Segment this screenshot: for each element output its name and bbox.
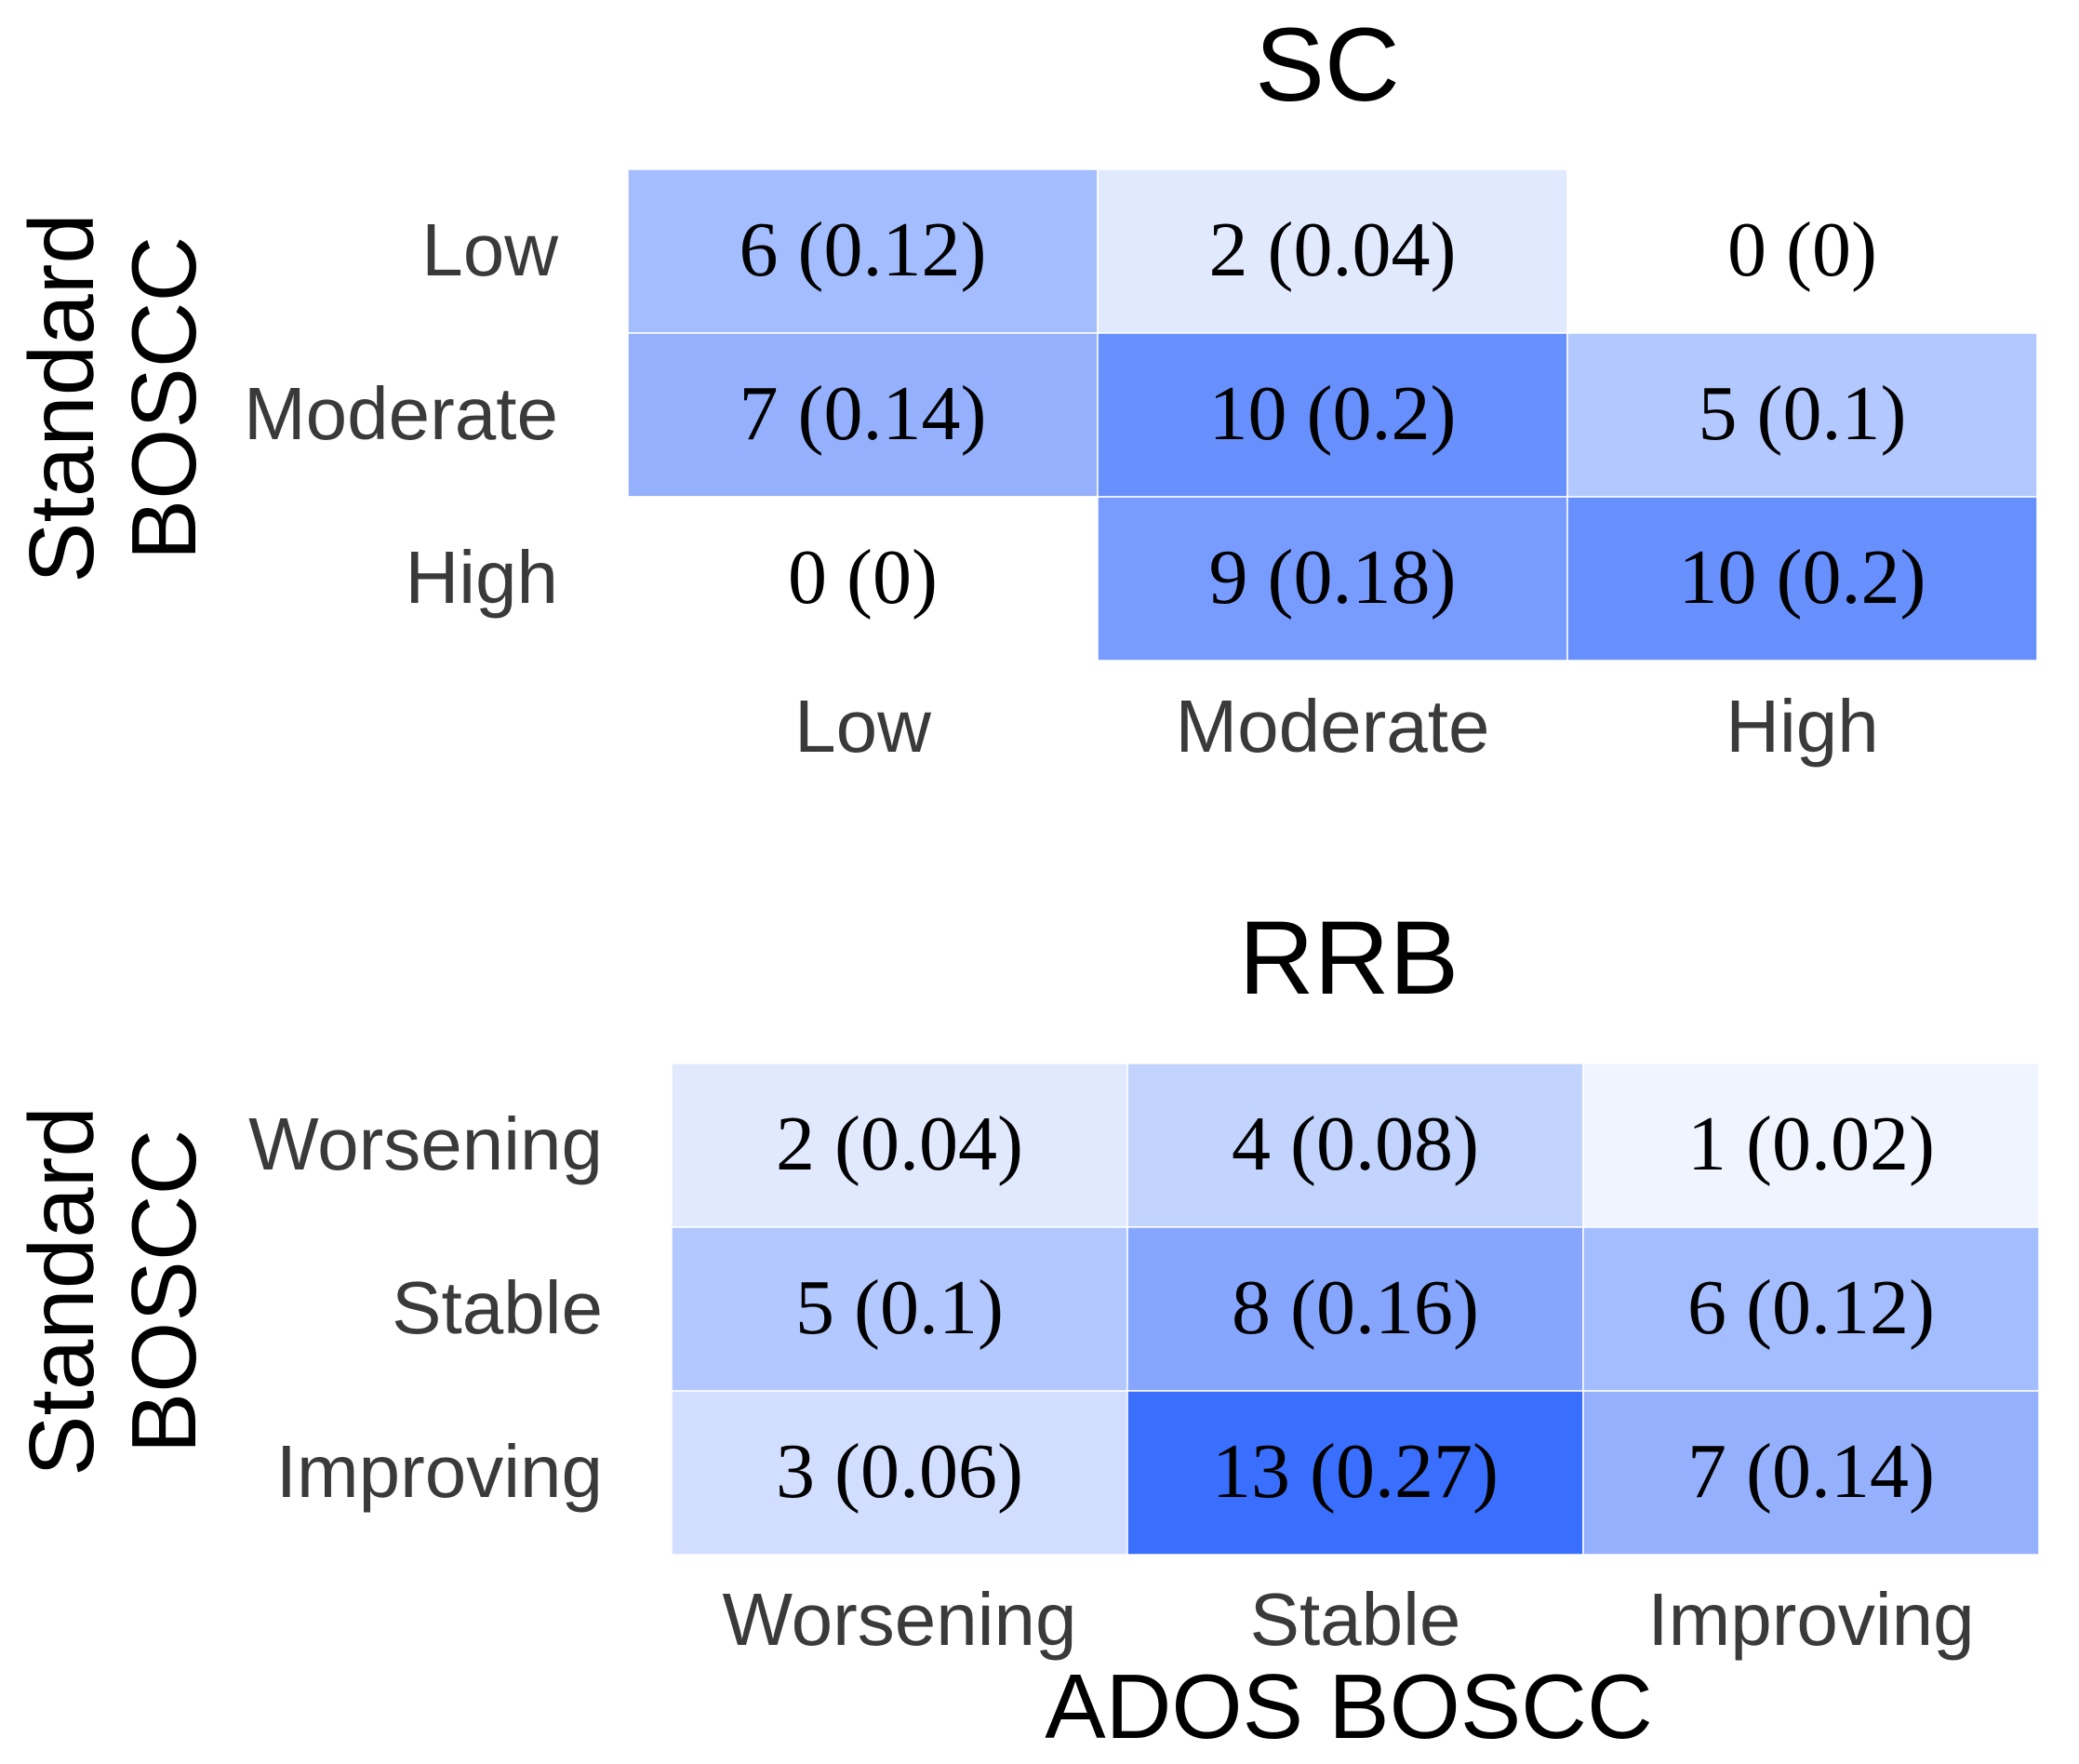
y-axis-title-line-1: Standard (10, 1106, 113, 1477)
x-tick-label: Moderate (1176, 685, 1490, 768)
heatmap-cell-value: 5 (0.1) (1699, 370, 1907, 457)
x-tick-label: Stable (1250, 1578, 1461, 1661)
heatmap-panel-sc: SC Standard BOSCC 6 (0.12) 2 (0.04) 0 (0) 7… (10, 7, 2038, 768)
y-tick-label: Stable (392, 1266, 603, 1349)
heatmap-cell (1566, 168, 2038, 334)
heatmap-cell-value: 6 (0.12) (740, 207, 987, 293)
heatmap-cell (671, 1226, 1128, 1392)
heatmap-cell (1566, 496, 2038, 662)
heatmap-cell (671, 1390, 1128, 1556)
heatmap-cell (1097, 496, 1568, 662)
y-axis-title-line-2: BOSCC (113, 236, 215, 561)
x-tick-label: High (1726, 685, 1879, 768)
heatmap-cell-value: 2 (0.04) (776, 1101, 1023, 1187)
panel-title: RRB (1239, 900, 1459, 1016)
heatmap-panel-rrb: RRB Standard BOSCC ADOS BOSCC 2 (0.04) 4 … (10, 900, 2040, 1757)
heatmap-cell (1097, 332, 1568, 498)
heatmap-cell-value: 1 (0.02) (1687, 1101, 1935, 1187)
y-axis-title-line-2: BOSCC (113, 1129, 215, 1454)
y-tick-label: Improving (276, 1430, 603, 1513)
heatmap-cell-value: 9 (0.18) (1209, 534, 1457, 621)
y-axis-title-line-1: Standard (10, 213, 113, 583)
heatmap-cell-value: 0 (0) (1727, 207, 1877, 293)
heatmap-cell (1582, 1390, 2040, 1556)
heatmap-cell-value: 5 (0.1) (795, 1264, 1004, 1351)
y-tick-label: High (405, 536, 558, 619)
heatmap-cell-value: 3 (0.06) (776, 1428, 1023, 1515)
y-tick-label: Moderate (244, 372, 558, 455)
heatmap-cell (627, 332, 1099, 498)
x-tick-label: Worsening (723, 1578, 1077, 1661)
y-tick-label: Low (421, 208, 558, 291)
x-axis-title: ADOS BOSCC (1045, 1655, 1652, 1757)
heatmap-cell-value: 7 (0.14) (740, 370, 987, 457)
heatmap-cell (671, 1062, 1128, 1228)
heatmap-cell-value: 2 (0.04) (1209, 207, 1457, 293)
panel-title: SC (1255, 7, 1400, 123)
heatmap-cell-value: 13 (0.27) (1212, 1428, 1499, 1515)
heatmap-cell (1582, 1226, 2040, 1392)
heatmap-cell-value: 4 (0.08) (1232, 1101, 1479, 1187)
heatmap-cell-value: 0 (0) (788, 534, 938, 621)
heatmap-cell (1126, 1390, 1584, 1556)
heatmap-cell-value: 6 (0.12) (1687, 1264, 1935, 1351)
y-tick-label: Worsening (248, 1102, 603, 1185)
heatmap-cell (1097, 168, 1568, 334)
heatmap-cell-value: 8 (0.16) (1232, 1264, 1479, 1351)
heatmap-cell-value: 10 (0.2) (1209, 370, 1457, 457)
heatmap-cell (1582, 1062, 2040, 1228)
heatmap-cell (1566, 332, 2038, 498)
heatmap-cell (627, 168, 1099, 334)
heatmap-cell (627, 496, 1099, 662)
heatmap-cell (1126, 1226, 1584, 1392)
x-tick-label: Improving (1647, 1578, 1974, 1661)
heatmap-cell-value: 10 (0.2) (1679, 534, 1926, 621)
heatmap-cell-value: 7 (0.14) (1687, 1428, 1935, 1515)
x-tick-label: Low (794, 685, 931, 768)
